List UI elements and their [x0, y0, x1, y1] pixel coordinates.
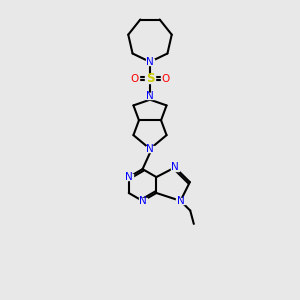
Text: N: N — [146, 57, 154, 67]
Text: N: N — [177, 196, 184, 206]
Bar — [146, 93, 154, 99]
Bar — [130, 76, 139, 82]
Text: N: N — [139, 196, 146, 206]
Text: N: N — [125, 172, 133, 182]
Bar — [139, 198, 147, 204]
Text: N: N — [146, 144, 154, 154]
Bar — [161, 76, 170, 82]
Bar — [125, 174, 133, 180]
Bar — [171, 164, 179, 171]
Text: O: O — [161, 74, 170, 84]
Bar — [176, 198, 184, 204]
Bar — [145, 75, 155, 83]
Bar — [146, 59, 154, 65]
Text: S: S — [146, 72, 154, 86]
Text: N: N — [146, 91, 154, 101]
Text: O: O — [130, 74, 139, 84]
Text: N: N — [171, 162, 179, 172]
Bar — [146, 146, 154, 152]
